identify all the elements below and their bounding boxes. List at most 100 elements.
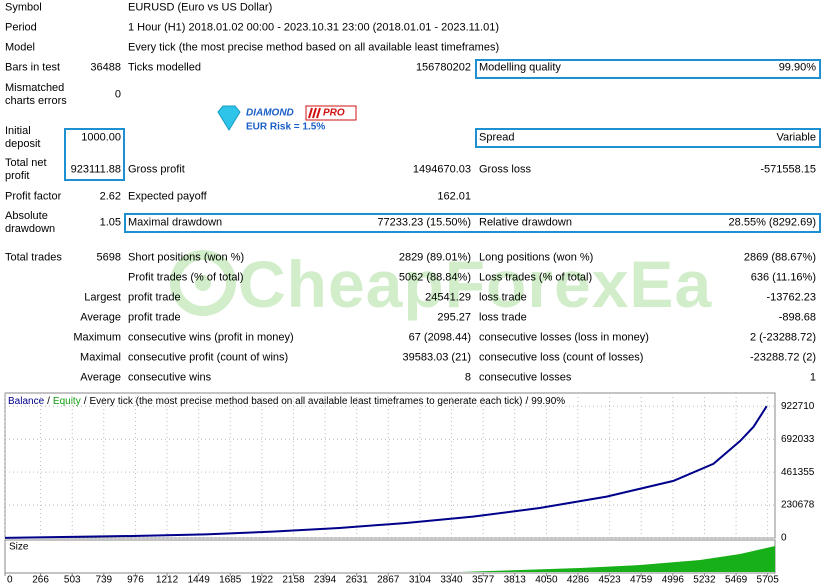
report-value: 295.27	[437, 311, 471, 324]
report-label: loss trade	[479, 311, 527, 324]
report-label: consecutive losses (loss in money)	[479, 331, 649, 344]
highlight-box	[64, 128, 125, 181]
report-value: 5062 (88.84%)	[398, 271, 471, 284]
logo: DIAMOND PRO EUR Risk = 1.5%	[217, 105, 357, 133]
x-tick-label: 5232	[693, 575, 716, 586]
x-tick-label: 2158	[282, 575, 305, 586]
report-label: consecutive losses	[479, 371, 572, 384]
report-label: EURUSD (Euro vs US Dollar)	[128, 1, 273, 14]
logo-badge	[305, 105, 357, 121]
report-label: Modelling quality	[479, 61, 561, 74]
x-tick-label: 2867	[377, 575, 400, 586]
report-value: 2869 (88.67%)	[743, 251, 816, 264]
report-value: 162.01	[437, 190, 471, 203]
x-tick-label: 1685	[219, 575, 242, 586]
report-label: Every tick (the most precise method base…	[128, 41, 500, 54]
logo-risk: EUR Risk = 1.5%	[246, 122, 325, 133]
report-label: Long positions (won %)	[479, 251, 594, 264]
x-tick-label: 2631	[346, 575, 369, 586]
report-value: 1494670.03	[412, 163, 471, 176]
report-value: -13762.23	[766, 291, 816, 304]
report-label: Mismatched charts errors	[5, 82, 67, 107]
x-tick-label: 0	[7, 575, 13, 586]
x-tick-label: 3577	[472, 575, 495, 586]
y-tick-label: 461355	[781, 467, 815, 478]
x-tick-label: 4759	[630, 575, 653, 586]
x-tick-label: 4523	[599, 575, 622, 586]
report-value: 1.05	[99, 216, 121, 229]
size-label: Size	[9, 542, 29, 553]
report-value: 2.62	[99, 190, 121, 203]
report-value: Average	[80, 371, 121, 384]
x-tick-label: 503	[64, 575, 81, 586]
report-label: Initial deposit	[5, 125, 41, 150]
report-value: -898.68	[778, 311, 816, 324]
x-tick-label: 5705	[757, 575, 780, 586]
balance-line	[4, 405, 768, 539]
x-tick-label: 739	[95, 575, 112, 586]
logo-diamond	[217, 105, 241, 131]
report-value: 156780202	[415, 61, 471, 74]
report-label: consecutive wins	[128, 371, 212, 384]
report-value: Variable	[776, 131, 816, 144]
highlight-box	[475, 128, 821, 148]
x-tick-label: 5469	[725, 575, 748, 586]
report-value: 8	[464, 371, 471, 384]
report-label: Maximal drawdown	[128, 216, 223, 229]
report-value: 77233.23 (15.50%)	[377, 216, 471, 229]
logo-name: DIAMOND	[246, 108, 294, 119]
report-value: Maximum	[73, 331, 121, 344]
report-value: 99.90%	[778, 61, 816, 74]
report-value: Largest	[84, 291, 121, 304]
report-label: consecutive wins (profit in money)	[128, 331, 294, 344]
chart-legend: Balance / Equity / Every tick (the most prec…	[8, 396, 565, 407]
report-value: -23288.72 (2)	[749, 351, 816, 364]
report-label: Ticks modelled	[128, 61, 201, 74]
report-label: profit trade	[128, 291, 181, 304]
report-label: Short positions (won %)	[128, 251, 245, 264]
legend-description: Every tick (the most precise method base…	[90, 396, 523, 407]
report-label: Symbol	[5, 1, 42, 14]
y-tick-label: 0	[781, 533, 787, 544]
watermark-icon	[170, 250, 236, 316]
report-value: 1	[809, 371, 816, 384]
report-label: consecutive profit (count of wins)	[128, 351, 289, 364]
report-label: Total net profit	[5, 157, 47, 182]
y-tick-label: 230678	[781, 500, 815, 511]
report-value: 5698	[96, 251, 121, 264]
legend-separator: /	[47, 396, 50, 407]
x-tick-label: 4286	[567, 575, 590, 586]
highlight-box	[124, 213, 821, 233]
legend-balance: Balance	[8, 396, 45, 407]
report-value: 39583.03 (21)	[402, 351, 472, 364]
report-value: -571558.15	[760, 163, 816, 176]
report-label: Profit trades (% of total)	[128, 271, 244, 284]
logo-badge-text: PRO	[323, 108, 345, 119]
report-label: Period	[5, 21, 37, 34]
x-tick-label: 4050	[535, 575, 558, 586]
report-value: 28.55% (8292.69)	[728, 216, 816, 229]
report-label: Loss trades (% of total)	[479, 271, 593, 284]
x-tick-label: 976	[127, 575, 144, 586]
report-value: Maximal	[80, 351, 121, 364]
x-tick-label: 1449	[188, 575, 211, 586]
report-label: loss trade	[479, 291, 527, 304]
balance-chart: Size Balance / Equity / Every tick (the most…	[4, 392, 815, 586]
report-value: 36488	[90, 61, 121, 74]
report-label: Total trades	[5, 251, 62, 264]
report-value: 1000.00	[81, 131, 121, 144]
report-value: Average	[80, 311, 121, 324]
x-tick-label: 2394	[314, 575, 337, 586]
report-label: Spread	[479, 131, 515, 144]
report-label: profit trade	[128, 311, 181, 324]
x-tick-label: 266	[32, 575, 49, 586]
x-tick-label: 3340	[440, 575, 463, 586]
report-value: 923111.88	[70, 163, 121, 176]
x-tick-label: 3104	[409, 575, 432, 586]
report-label: Gross loss	[479, 163, 531, 176]
watermark: CheapForexEa	[238, 247, 713, 321]
x-tick-label: 1922	[251, 575, 274, 586]
highlight-box	[475, 59, 821, 79]
size-histogram	[460, 546, 775, 572]
